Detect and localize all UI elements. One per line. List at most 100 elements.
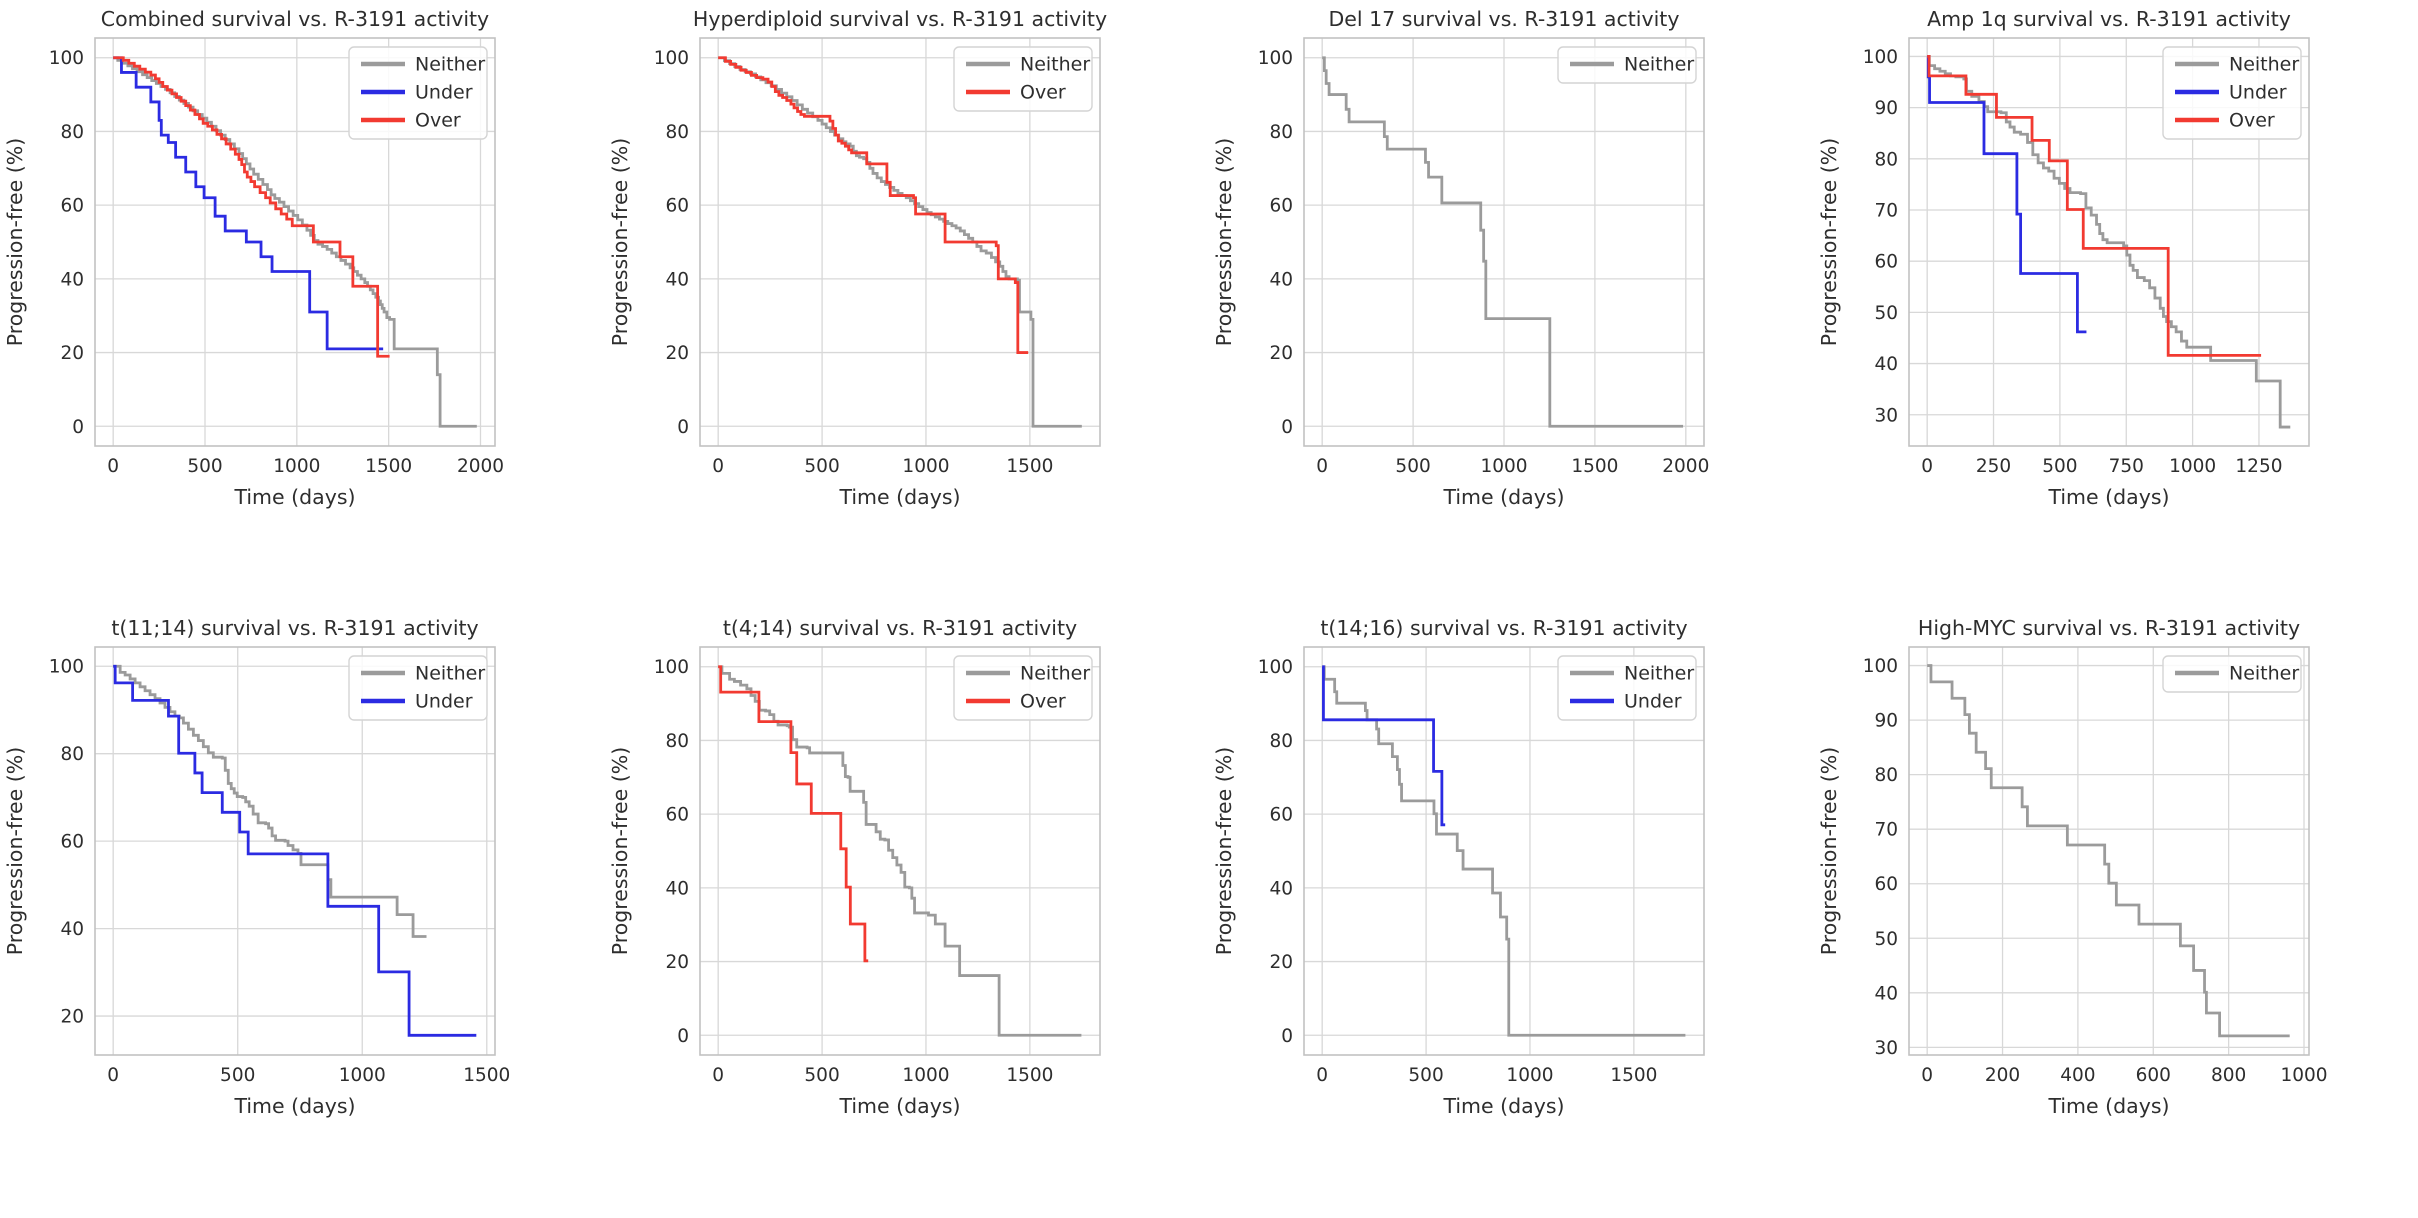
x-tick-label: 0 (712, 1065, 724, 1086)
y-tick-label: 100 (1862, 47, 1897, 68)
y-tick-label: 70 (1874, 201, 1898, 222)
y-axis-label: Progression-free (%) (3, 747, 27, 956)
series-line-neither (1926, 664, 2290, 1038)
chart-title: High-MYC survival vs. R-3191 activity (1917, 616, 2299, 640)
legend-label-neither: Neither (2229, 54, 2299, 76)
chart-canvas-0: 0 500 1000 1500 2000 0 20 40 60 80 100 Combined sur… (3, 7, 504, 509)
chart-title: Hyperdiploid survival vs. R-3191 activit… (692, 7, 1106, 31)
y-tick-label: 100 (653, 48, 688, 69)
y-tick-label: 80 (1874, 765, 1898, 786)
legend-box (2161, 46, 2302, 140)
y-tick-label: 70 (1874, 820, 1898, 841)
legend-label-neither: Neither (1020, 54, 1090, 76)
chart-t-11-14-survival-vs-r-3191-activity: 0 500 1000 1500 20 40 60 80 100 t(11;14) survival… (0, 609, 605, 1218)
y-tick-label: 40 (1874, 354, 1898, 375)
x-axis-label: Time (days) (233, 1094, 355, 1118)
legend-label-over: Over (2229, 110, 2275, 132)
x-tick-label: 0 (1921, 456, 1933, 477)
y-tick-label: 60 (60, 832, 84, 853)
x-tick-label: 500 (2042, 456, 2077, 477)
legend-box (1557, 46, 1697, 84)
y-tick-label: 100 (1862, 656, 1897, 677)
y-axis-label: Progression-free (%) (608, 747, 632, 956)
chart-title: t(14;16) survival vs. R-3191 activity (1320, 616, 1687, 640)
axes-spines (1907, 646, 2310, 1056)
y-axis-label: Progression-free (%) (608, 138, 632, 347)
legend-label-neither: Neither (415, 54, 485, 76)
x-tick-label: 200 (1984, 1065, 2019, 1086)
x-tick-label: 2000 (1662, 456, 1709, 477)
legend-label-under: Under (2229, 82, 2287, 104)
x-axis-label: Time (days) (1442, 485, 1564, 509)
x-tick-label: 400 (2060, 1065, 2095, 1086)
x-tick-label: 600 (2135, 1065, 2170, 1086)
axes-spines (1303, 37, 1705, 447)
y-axis-label: Progression-free (%) (1212, 747, 1236, 956)
chart-del-17-survival-vs-r-3191-activity: 0 500 1000 1500 2000 0 20 40 60 80 100 Del 17 survi… (1209, 0, 1814, 609)
x-tick-label: 0 (1316, 456, 1328, 477)
x-tick-label: 1500 (1006, 456, 1053, 477)
series-line-over (717, 665, 868, 963)
y-tick-label: 50 (1874, 303, 1898, 324)
y-tick-label: 80 (1269, 122, 1293, 143)
chart-canvas-2: 0 500 1000 1500 2000 0 20 40 60 80 100 Del 17 survi… (1212, 7, 1709, 509)
x-tick-label: 750 (2108, 456, 2143, 477)
axes-spines (1907, 37, 2310, 447)
legend-label-over: Over (1020, 82, 1066, 104)
y-tick-label: 80 (1269, 731, 1293, 752)
x-tick-label: 1500 (1006, 1065, 1053, 1086)
series-line-under (113, 664, 477, 1037)
legend-box (348, 46, 488, 140)
x-tick-label: 500 (187, 456, 222, 477)
axes-spines (94, 646, 496, 1056)
x-tick-label: 1000 (902, 456, 949, 477)
x-tick-label: 1500 (463, 1065, 510, 1086)
x-tick-label: 2000 (457, 456, 504, 477)
series-line-under (1926, 55, 2086, 334)
x-tick-label: 0 (107, 456, 119, 477)
chart-high-myc-survival-vs-r-3191-activity: 0 200 400 600 800 1000 30 40 50 60 70 80 90 100 High-M… (1814, 609, 2418, 1218)
legend-label-over: Over (415, 110, 461, 132)
series-line-under (1322, 665, 1446, 827)
x-tick-label: 800 (2210, 1065, 2245, 1086)
y-tick-label: 80 (60, 744, 84, 765)
x-tick-label: 1500 (1610, 1065, 1657, 1086)
y-tick-label: 50 (1874, 929, 1898, 950)
legend-label-neither: Neither (1020, 663, 1090, 685)
x-tick-label: 0 (107, 1065, 119, 1086)
y-tick-label: 20 (1269, 343, 1293, 364)
y-tick-label: 0 (677, 1026, 689, 1047)
series-line-neither (113, 56, 477, 428)
y-tick-label: 80 (665, 122, 689, 143)
chart-title: Combined survival vs. R-3191 activity (101, 7, 489, 31)
chart-title: Amp 1q survival vs. R-3191 activity (1927, 7, 2291, 31)
y-tick-label: 80 (60, 122, 84, 143)
series-line-over (113, 56, 390, 358)
chart-t-4-14-survival-vs-r-3191-activity: 0 500 1000 1500 0 20 40 60 80 100 t(4;14) survival… (605, 609, 1210, 1218)
x-axis-label: Time (days) (233, 485, 355, 509)
x-tick-label: 500 (1408, 1065, 1443, 1086)
chart-canvas-6: 0 500 1000 1500 0 20 40 60 80 100 t(14;16) surviva… (1212, 616, 1705, 1118)
y-tick-label: 20 (60, 1007, 84, 1028)
legend-label-neither: Neither (2229, 663, 2299, 685)
x-axis-label: Time (days) (2047, 1094, 2169, 1118)
x-axis-label: Time (days) (838, 1094, 960, 1118)
y-tick-label: 20 (1269, 952, 1293, 973)
chart-title: t(4;14) survival vs. R-3191 activity (722, 616, 1076, 640)
y-tick-label: 20 (60, 343, 84, 364)
legend-label-neither: Neither (1624, 663, 1694, 685)
series-line-neither (1322, 56, 1684, 428)
y-tick-label: 90 (1874, 711, 1898, 732)
legend-label-under: Under (1624, 691, 1682, 713)
y-tick-label: 20 (665, 952, 689, 973)
series-line-neither (717, 56, 1082, 428)
axes-spines (698, 37, 1101, 447)
legend-label-over: Over (1020, 691, 1066, 713)
x-tick-label: 500 (804, 456, 839, 477)
y-tick-label: 60 (1874, 252, 1898, 273)
x-tick-label: 0 (1921, 1065, 1933, 1086)
x-tick-label: 1000 (902, 1065, 949, 1086)
y-tick-label: 60 (665, 196, 689, 217)
y-tick-label: 60 (665, 805, 689, 826)
